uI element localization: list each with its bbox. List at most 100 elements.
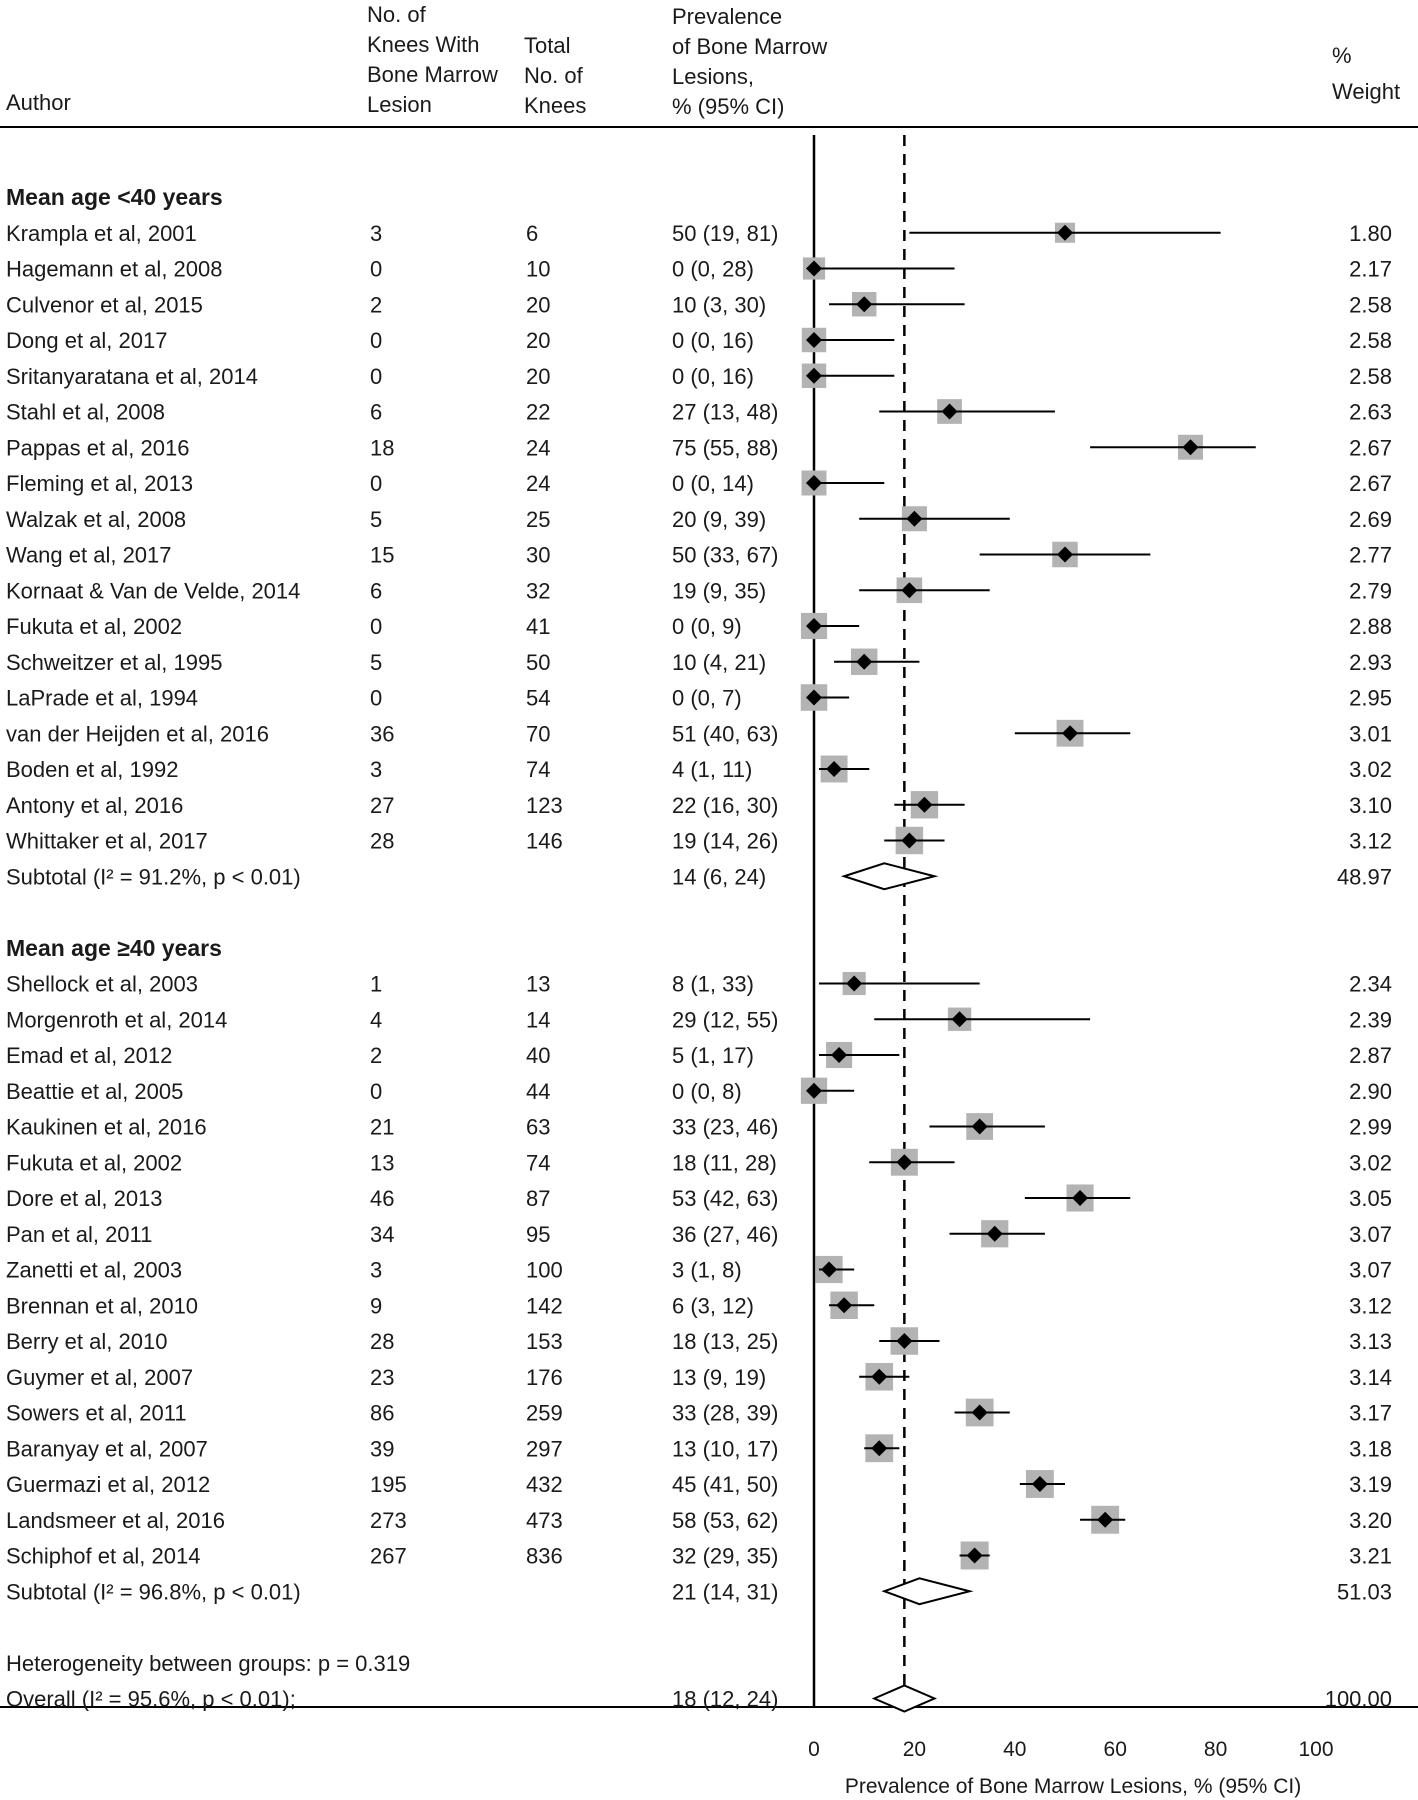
header-knees-with-lesion: No. of Knees With Bone Marrow Lesion <box>367 2 498 117</box>
study-lesion-count: 9 <box>370 1293 382 1318</box>
study-weight: 2.63 <box>1349 400 1392 425</box>
x-tick-label: 80 <box>1204 1738 1227 1761</box>
header-total-knees: Total No. of Knees <box>524 33 586 118</box>
study-author: Boden et al, 1992 <box>6 757 178 782</box>
study-lesion-count: 1 <box>370 972 382 997</box>
study-point-estimate <box>916 796 933 813</box>
study-weight: 3.14 <box>1349 1365 1392 1390</box>
study-lesion-count: 21 <box>370 1115 394 1140</box>
header-author-label: Author <box>6 90 71 115</box>
study-weight: 3.10 <box>1349 793 1392 818</box>
study-author: Kaukinen et al, 2016 <box>6 1115 207 1140</box>
study-total-knees: 432 <box>526 1472 563 1497</box>
study-weight: 3.07 <box>1349 1258 1392 1283</box>
study-total-knees: 100 <box>526 1258 563 1283</box>
study-prevalence-ci: 45 (41, 50) <box>672 1472 778 1497</box>
study-total-knees: 836 <box>526 1544 563 1569</box>
study-total-knees: 24 <box>526 435 550 460</box>
study-point-estimate <box>966 1547 983 1564</box>
study-weight: 2.58 <box>1349 292 1392 317</box>
study-lesion-count: 3 <box>370 1258 382 1283</box>
subtotal-prevalence-ci: 14 (6, 24) <box>672 864 766 889</box>
study-author: Dore et al, 2013 <box>6 1186 163 1211</box>
study-prevalence-ci: 75 (55, 88) <box>672 435 778 460</box>
x-tick-label: 100 <box>1298 1738 1333 1761</box>
study-weight: 2.69 <box>1349 507 1392 532</box>
study-prevalence-ci: 0 (0, 9) <box>672 614 742 639</box>
overall-diamond <box>871 1684 938 1713</box>
study-prevalence-ci: 18 (11, 28) <box>672 1150 777 1175</box>
study-point-estimate <box>856 296 873 313</box>
study-author: Zanetti et al, 2003 <box>6 1258 182 1283</box>
header-knees-with-lesion-line: Knees With <box>367 32 480 57</box>
study-lesion-count: 28 <box>370 829 394 854</box>
header-total-knees-line: No. of <box>524 63 584 88</box>
header-prevalence-line: % (95% CI) <box>672 94 784 119</box>
study-lesion-count: 0 <box>370 614 382 639</box>
subtotal-diamond <box>881 1577 974 1606</box>
study-author: Berry et al, 2010 <box>6 1329 167 1354</box>
study-author: Shellock et al, 2003 <box>6 972 198 997</box>
study-point-estimate <box>971 1118 988 1135</box>
study-lesion-count: 39 <box>370 1436 394 1461</box>
study-lesion-count: 0 <box>370 1079 382 1104</box>
study-prevalence-ci: 3 (1, 8) <box>672 1258 742 1283</box>
header-weight: % Weight <box>1332 43 1400 104</box>
study-prevalence-ci: 0 (0, 16) <box>672 364 754 389</box>
study-author: Antony et al, 2016 <box>6 793 183 818</box>
study-lesion-count: 0 <box>370 328 382 353</box>
study-author: Brennan et al, 2010 <box>6 1293 198 1318</box>
header-total-knees-line: Knees <box>524 93 586 118</box>
study-weight: 3.01 <box>1349 721 1392 746</box>
subtotal-label: Subtotal (I² = 96.8%, p < 0.01) <box>6 1579 301 1604</box>
study-point-estimate <box>1057 546 1073 563</box>
study-prevalence-ci: 10 (3, 30) <box>672 292 766 317</box>
study-point-estimate <box>896 1154 913 1171</box>
study-point-estimate <box>806 618 822 634</box>
study-author: Kornaat & Van de Velde, 2014 <box>6 578 300 603</box>
study-weight: 3.02 <box>1349 1150 1392 1175</box>
study-point-estimate <box>986 1225 1003 1242</box>
study-total-knees: 259 <box>526 1401 563 1426</box>
study-prevalence-ci: 20 (9, 39) <box>672 507 766 532</box>
study-point-estimate <box>831 1047 848 1063</box>
header-knees-with-lesion-line: Bone Marrow <box>367 62 498 87</box>
x-axis-label: Prevalence of Bone Marrow Lesions, % (95… <box>845 1775 1301 1798</box>
study-total-knees: 87 <box>526 1186 550 1211</box>
study-total-knees: 6 <box>526 221 538 246</box>
study-lesion-count: 273 <box>370 1508 407 1533</box>
study-point-estimate <box>1057 224 1073 241</box>
study-total-knees: 70 <box>526 721 550 746</box>
study-lesion-count: 18 <box>370 435 394 460</box>
heterogeneity-between-groups: Heterogeneity between groups: p = 0.319 <box>6 1651 410 1676</box>
study-prevalence-ci: 0 (0, 16) <box>672 328 754 353</box>
study-lesion-count: 15 <box>370 543 394 568</box>
study-prevalence-ci: 0 (0, 28) <box>672 257 754 282</box>
study-point-estimate <box>1062 725 1079 742</box>
study-prevalence-ci: 0 (0, 14) <box>672 471 754 496</box>
study-point-estimate <box>806 367 822 384</box>
study-author: van der Heijden et al, 2016 <box>6 721 269 746</box>
study-weight: 3.02 <box>1349 757 1392 782</box>
study-lesion-count: 6 <box>370 400 382 425</box>
study-weight: 2.39 <box>1349 1007 1392 1032</box>
study-weight: 2.58 <box>1349 328 1392 353</box>
study-author: Morgenroth et al, 2014 <box>6 1007 227 1032</box>
study-total-knees: 142 <box>526 1293 563 1318</box>
study-total-knees: 24 <box>526 471 550 496</box>
study-total-knees: 297 <box>526 1436 563 1461</box>
study-total-knees: 41 <box>526 614 550 639</box>
study-author: Fukuta et al, 2002 <box>6 1150 182 1175</box>
study-point-estimate <box>941 403 958 420</box>
study-prevalence-ci: 27 (13, 48) <box>672 400 778 425</box>
study-author: Guymer et al, 2007 <box>6 1365 193 1390</box>
study-lesion-count: 3 <box>370 757 382 782</box>
study-total-knees: 20 <box>526 364 550 389</box>
study-weight: 2.58 <box>1349 364 1392 389</box>
overall-prevalence-ci: 18 (12, 24) <box>672 1687 778 1712</box>
study-point-estimate <box>826 761 843 777</box>
study-total-knees: 473 <box>526 1508 563 1533</box>
subtotal-label: Subtotal (I² = 91.2%, p < 0.01) <box>6 864 301 889</box>
x-tick-label: 20 <box>903 1738 926 1761</box>
